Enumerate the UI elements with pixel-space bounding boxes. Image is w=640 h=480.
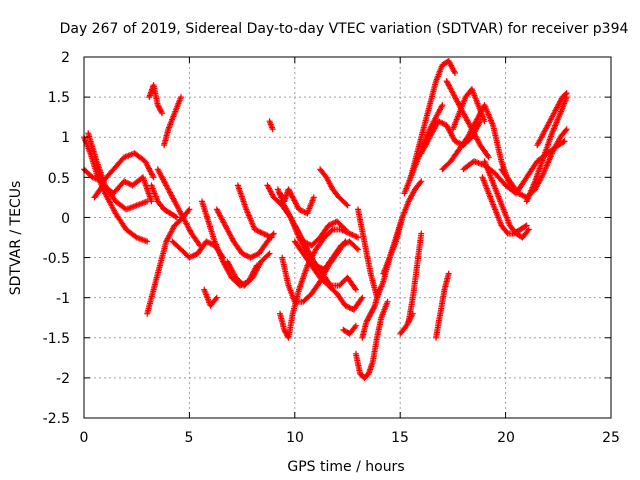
scatter-markers xyxy=(359,286,383,341)
x-tick-label: 5 xyxy=(185,430,194,446)
scatter-markers xyxy=(418,118,484,157)
scatter-markers xyxy=(234,182,275,241)
series-arc-21 xyxy=(291,238,366,313)
scatter-markers xyxy=(481,158,532,241)
scatter-markers xyxy=(352,298,391,381)
series-arc-5 xyxy=(146,82,165,117)
scatter-markers xyxy=(266,118,276,133)
scatter-markers xyxy=(534,90,570,149)
series-arc-12 xyxy=(201,286,220,309)
series-arc-23 xyxy=(277,186,317,217)
y-tick-label: -2.5 xyxy=(43,411,70,427)
y-tick-label: 2 xyxy=(61,50,70,66)
series-arc-26 xyxy=(352,298,391,381)
data-points xyxy=(81,58,570,381)
y-tick-label: 0 xyxy=(61,211,70,227)
series-arc-35 xyxy=(418,118,484,157)
series-arc-31 xyxy=(405,230,425,325)
series-arc-9 xyxy=(154,166,203,249)
x-axis-label: GPS time / hours xyxy=(287,459,404,475)
series-arc-25 xyxy=(340,322,359,337)
x-tick-label: 0 xyxy=(80,430,89,446)
series-arc-16 xyxy=(266,118,276,133)
y-tick-label: 1.5 xyxy=(48,90,70,106)
scatter-markers xyxy=(161,94,184,149)
chart-title: Day 267 of 2019, Sidereal Day-to-day VTE… xyxy=(60,21,629,37)
axis-ticks xyxy=(83,56,612,419)
x-tick-label: 20 xyxy=(497,430,515,446)
series-arc-43 xyxy=(523,94,570,205)
series-arc-34 xyxy=(433,270,452,341)
scatter-markers xyxy=(291,238,366,313)
y-axis-label: SDTVAR / TECUs xyxy=(8,181,24,296)
series-arc-20 xyxy=(279,238,349,305)
series-arc-40 xyxy=(479,174,530,237)
scatter-markers xyxy=(433,270,452,341)
scatter-markers xyxy=(148,182,180,221)
series-arc-14 xyxy=(224,250,273,289)
scatter-markers xyxy=(380,178,425,277)
y-tick-labels: -2.5 -2 -1.5 -1 -0.5 0 0.5 1 1.5 2 xyxy=(43,50,70,427)
y-tick-label: -0.5 xyxy=(43,251,70,267)
scatter-markers xyxy=(279,238,349,305)
scatter-markers xyxy=(407,58,458,181)
series-arc-13 xyxy=(213,206,277,261)
scatter-markers xyxy=(317,166,351,209)
series-arc-44 xyxy=(534,90,570,149)
y-tick-label: -1 xyxy=(56,291,70,307)
scatter-markers xyxy=(479,174,530,237)
scatter-markers xyxy=(201,286,220,309)
y-tick-label: -1.5 xyxy=(43,331,70,347)
scatter-markers xyxy=(523,94,570,205)
series-arc-7 xyxy=(148,182,180,221)
scatter-markers xyxy=(154,166,203,249)
x-tick-labels: 0 5 10 15 20 25 xyxy=(80,430,620,446)
series-arc-24 xyxy=(317,166,351,209)
x-tick-label: 10 xyxy=(286,430,304,446)
series-arc-15 xyxy=(234,182,275,241)
y-tick-label: 0.5 xyxy=(48,171,70,187)
scatter-markers xyxy=(291,218,349,249)
series-arc-33 xyxy=(407,58,458,181)
scatter-markers xyxy=(224,250,273,289)
x-tick-label: 15 xyxy=(391,430,409,446)
scatter-markers xyxy=(277,186,317,217)
scatter-markers xyxy=(213,206,277,261)
series-arc-36 xyxy=(439,102,513,189)
series-arc-41 xyxy=(481,158,532,241)
series-arc-8 xyxy=(161,94,184,149)
series-arc-27 xyxy=(355,206,406,301)
x-tick-label: 25 xyxy=(602,430,620,446)
series-arc-4 xyxy=(91,174,155,205)
y-tick-label: -2 xyxy=(56,371,70,387)
scatter-markers xyxy=(91,174,155,205)
scatter-markers xyxy=(355,206,406,301)
plot-frame xyxy=(83,56,612,419)
series-arc-22 xyxy=(291,218,349,249)
scatter-markers xyxy=(405,230,425,325)
series-arc-29 xyxy=(380,178,425,277)
scatter-markers xyxy=(439,102,513,189)
y-tick-label: 1 xyxy=(61,130,70,146)
scatter-markers xyxy=(449,86,488,133)
scatter-markers xyxy=(340,322,359,337)
series-arc-28 xyxy=(359,286,383,341)
series-arc-38 xyxy=(449,86,488,133)
grid-lines xyxy=(84,57,611,418)
scatter-markers xyxy=(146,82,165,117)
